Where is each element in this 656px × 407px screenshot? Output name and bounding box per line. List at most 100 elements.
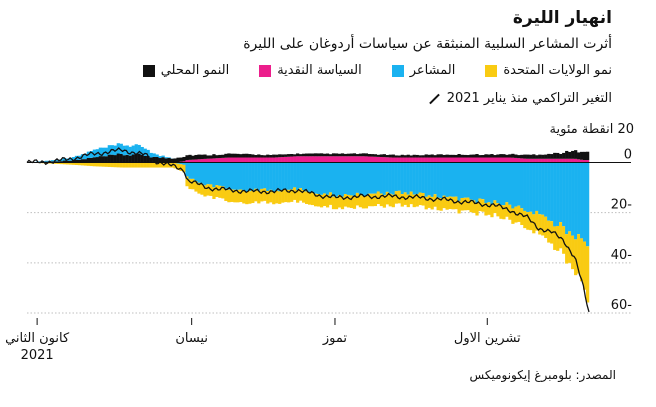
bar-us xyxy=(505,202,509,217)
bar-sentiment xyxy=(433,162,437,195)
bar-domestic xyxy=(101,156,105,163)
bar-sentiment xyxy=(463,162,467,198)
bar-sentiment xyxy=(272,162,276,192)
bar-monetary xyxy=(529,158,533,163)
bar-sentiment xyxy=(406,162,410,195)
bar-monetary xyxy=(523,158,527,163)
bar-sentiment xyxy=(302,162,306,191)
bar-domestic xyxy=(86,158,91,163)
bar-monetary xyxy=(559,158,563,163)
bar-us xyxy=(266,191,270,204)
bar-monetary xyxy=(511,157,515,163)
bar-domestic xyxy=(113,155,117,163)
bar-sentiment xyxy=(547,162,551,221)
bar-sentiment xyxy=(185,162,189,177)
bar-domestic xyxy=(319,153,324,157)
bar-domestic xyxy=(364,153,369,157)
bar-sentiment xyxy=(553,162,557,227)
bar-domestic xyxy=(155,156,159,163)
bar-us xyxy=(586,246,590,303)
bar-sentiment xyxy=(361,162,366,196)
bar-monetary xyxy=(376,156,380,163)
bar-domestic xyxy=(397,155,401,158)
bar-sentiment xyxy=(562,162,566,227)
bar-sentiment xyxy=(152,153,156,157)
bar-sentiment xyxy=(490,162,494,205)
bar-us xyxy=(293,187,297,200)
bar-domestic xyxy=(355,154,360,157)
bar-domestic xyxy=(302,153,306,157)
bar-sentiment xyxy=(266,162,270,192)
bar-us xyxy=(218,185,222,198)
bar-us xyxy=(394,191,398,204)
bar-sentiment xyxy=(197,162,201,183)
bar-us xyxy=(212,187,216,199)
bar-domestic xyxy=(50,161,55,163)
bar-sentiment xyxy=(442,162,446,196)
bar-monetary xyxy=(586,160,590,163)
bar-sentiment xyxy=(478,162,482,199)
bar-us xyxy=(502,205,506,220)
bar-sentiment xyxy=(164,157,168,159)
bar-domestic xyxy=(376,154,380,157)
bar-sentiment xyxy=(200,162,204,184)
bar-domestic xyxy=(433,155,437,158)
bar-us xyxy=(308,192,312,205)
bar-us xyxy=(523,210,527,229)
bar-domestic xyxy=(442,154,446,158)
bar-sentiment xyxy=(62,158,67,161)
bar-sentiment xyxy=(325,162,330,195)
bar-domestic xyxy=(463,154,467,158)
bar-us xyxy=(116,162,120,168)
bar-domestic xyxy=(245,153,249,158)
bar-sentiment xyxy=(140,146,144,155)
bar-domestic xyxy=(284,154,288,157)
bar-domestic xyxy=(487,154,491,158)
bar-us xyxy=(352,196,357,209)
bar-sentiment xyxy=(221,162,225,187)
bar-domestic xyxy=(134,153,138,163)
bar-us xyxy=(185,176,189,187)
bar-domestic xyxy=(95,157,99,163)
bar-monetary xyxy=(355,156,360,163)
bar-monetary xyxy=(343,156,348,163)
bar-us xyxy=(179,164,183,171)
bar-domestic xyxy=(526,154,530,159)
bar-monetary xyxy=(233,157,237,163)
bar-sentiment xyxy=(460,162,464,198)
bar-sentiment xyxy=(101,147,105,157)
bar-sentiment xyxy=(308,162,312,193)
bar-domestic xyxy=(481,155,485,158)
bar-us xyxy=(251,190,255,204)
bar-sentiment xyxy=(98,147,102,157)
bar-domestic xyxy=(59,161,64,163)
bar-monetary xyxy=(517,158,521,163)
bar-us xyxy=(511,208,515,224)
bar-monetary xyxy=(278,157,282,163)
bar-sentiment xyxy=(373,162,378,194)
bar-monetary xyxy=(331,156,336,163)
bar-sentiment xyxy=(290,162,294,190)
bar-monetary xyxy=(361,156,366,163)
bar-us xyxy=(439,198,443,211)
bar-us xyxy=(260,188,264,202)
bar-sentiment xyxy=(367,162,372,194)
bar-domestic xyxy=(511,153,515,158)
bar-us xyxy=(571,235,575,270)
bar-domestic xyxy=(505,154,509,158)
bar-us xyxy=(233,189,237,203)
bar-sentiment xyxy=(448,162,452,197)
bar-domestic xyxy=(313,153,318,157)
bar-us xyxy=(331,196,336,210)
bar-monetary xyxy=(520,158,524,163)
bar-domestic xyxy=(544,154,548,159)
bar-us xyxy=(158,162,162,168)
bar-us xyxy=(322,193,327,206)
bar-us xyxy=(370,193,375,207)
chart-title: انهيار الليرة xyxy=(512,8,612,28)
bar-sentiment xyxy=(227,162,231,190)
bar-us xyxy=(227,189,231,203)
bar-sentiment xyxy=(191,162,195,179)
bar-us xyxy=(290,189,294,202)
bar-us xyxy=(206,184,210,196)
